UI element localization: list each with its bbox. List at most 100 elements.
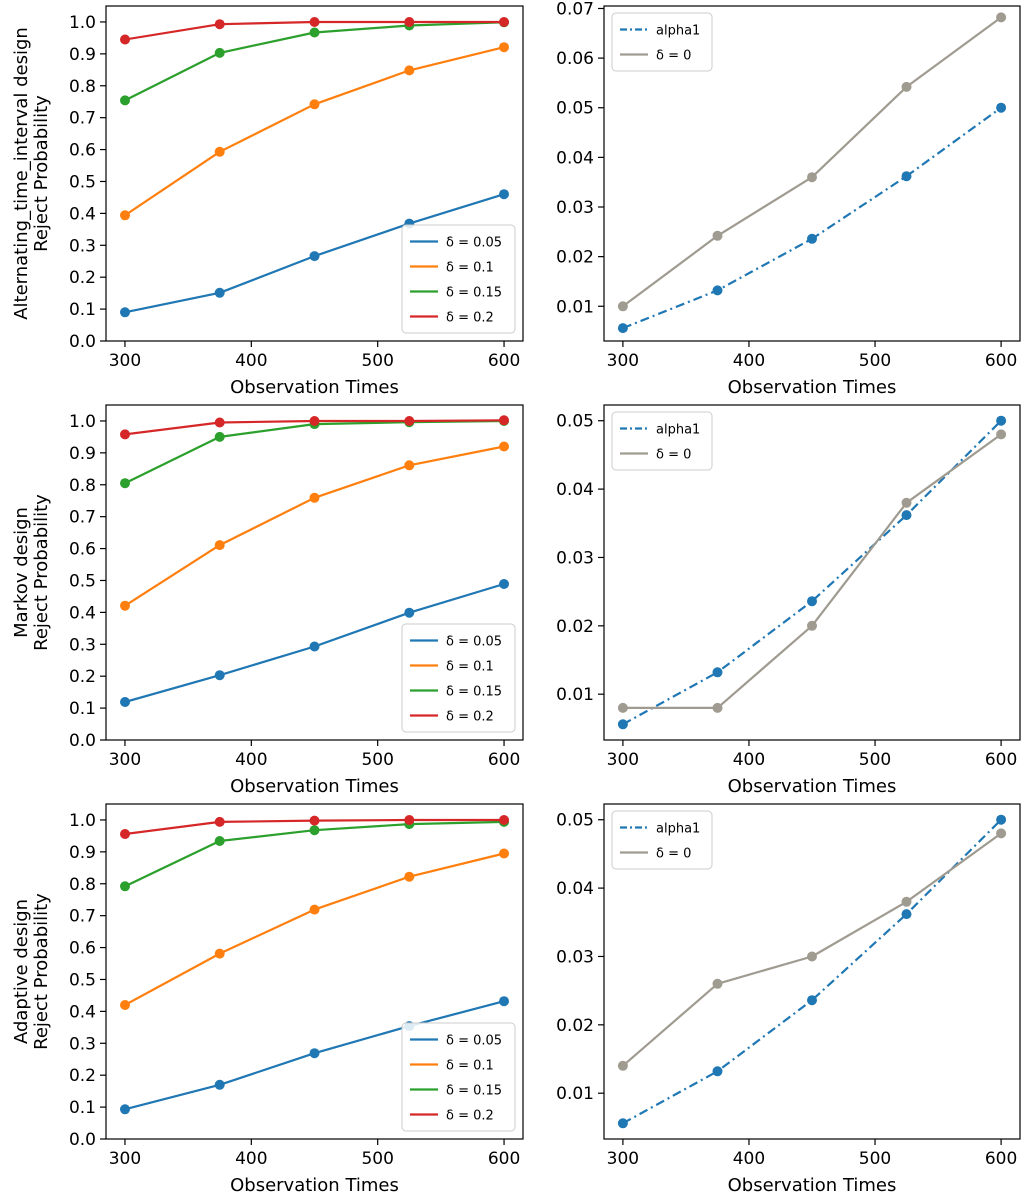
data-point <box>499 17 509 27</box>
x-tick-label: 300 <box>109 750 141 770</box>
y-tick-label: 0.6 <box>69 141 96 161</box>
y-tick-label: 0.02 <box>556 1016 594 1036</box>
x-tick-label: 400 <box>235 351 267 371</box>
y-tick-label: 1.0 <box>69 412 96 432</box>
data-point <box>712 667 723 678</box>
data-point <box>996 415 1007 426</box>
legend-label: alpha1 <box>656 24 700 39</box>
data-point <box>120 1104 130 1115</box>
y-tick-label: 0.6 <box>69 540 96 560</box>
x-tick-label: 400 <box>235 1149 267 1169</box>
y-tick-label: 0.3 <box>69 236 96 256</box>
data-point <box>807 596 817 607</box>
series-line-3 <box>124 419 505 485</box>
legend-label: δ = 0.15 <box>446 286 502 301</box>
data-point <box>617 702 628 713</box>
data-point <box>617 1118 628 1129</box>
data-point <box>120 95 130 106</box>
y-tick-label: 0.03 <box>556 548 594 568</box>
y-tick-label: 0.01 <box>556 297 594 317</box>
data-point <box>996 828 1007 839</box>
data-point <box>499 996 509 1007</box>
legend: δ = 0.05 δ = 0.1 δ = 0.15 δ = 0.2 <box>401 224 516 334</box>
data-point <box>499 815 509 825</box>
data-point <box>214 287 225 298</box>
data-point <box>120 478 130 489</box>
plot-area <box>120 17 509 318</box>
y-tick-label: 0.8 <box>69 77 96 97</box>
y-tick-label: 0.5 <box>69 970 96 990</box>
data-point <box>120 697 130 707</box>
legend-frame <box>611 411 713 471</box>
x-tick-label: 600 <box>488 1149 520 1169</box>
x-tick-label: 400 <box>733 1149 765 1169</box>
y-axis-label: Reject Probability <box>31 494 52 651</box>
y-tick-label: 0.2 <box>69 667 96 687</box>
data-point <box>309 904 320 915</box>
legend: δ = 0.05 δ = 0.1 δ = 0.15 δ = 0.2 <box>401 623 516 733</box>
series-line-1 <box>622 818 1002 1125</box>
legend-label: δ = 0 <box>656 847 691 862</box>
legend-frame <box>401 224 516 334</box>
data-point <box>996 814 1007 825</box>
plot-area <box>617 814 1007 1129</box>
plot-area <box>120 415 509 707</box>
y-tick-label: 0.03 <box>556 947 594 967</box>
series-line-1 <box>622 106 1002 330</box>
y-tick-label: 0.3 <box>69 635 96 655</box>
axes-frame <box>603 803 1021 1140</box>
data-point <box>214 1079 225 1090</box>
data-point <box>617 323 628 334</box>
data-point <box>214 19 225 30</box>
data-point <box>499 42 509 53</box>
data-point <box>901 896 912 907</box>
data-point <box>901 171 912 182</box>
data-point <box>214 417 225 428</box>
data-point <box>617 1060 628 1071</box>
legend-label: δ = 0.05 <box>446 236 502 251</box>
x-tick-label: 300 <box>607 351 639 371</box>
data-point <box>120 34 130 45</box>
axes-frame <box>105 803 524 1140</box>
axes-frame <box>105 5 524 342</box>
data-point <box>404 460 415 471</box>
data-point <box>214 146 225 157</box>
plot-area <box>120 815 509 1115</box>
data-point <box>120 829 130 839</box>
y-tick-label: 0.6 <box>69 939 96 959</box>
y-tick-label: 0.04 <box>556 148 594 168</box>
x-axis-label: Observation Times <box>728 377 897 398</box>
axes-frame <box>105 404 524 741</box>
legend-label: δ = 0.1 <box>446 660 494 675</box>
y-tick-label: 0.5 <box>69 172 96 192</box>
y-tick-label: 0.1 <box>69 1098 96 1118</box>
x-tick-label: 400 <box>235 750 267 770</box>
y-tick-label: 0.02 <box>556 617 594 637</box>
legend: alpha1 δ = 0 <box>611 12 713 72</box>
data-point <box>120 210 130 221</box>
data-point <box>214 431 225 442</box>
data-point <box>499 189 509 200</box>
legend-frame <box>401 1022 516 1132</box>
x-tick-label: 300 <box>607 1149 639 1169</box>
y-tick-label: 0.04 <box>556 879 594 899</box>
data-point <box>499 848 509 859</box>
y-axis-label: Markov design <box>11 507 32 638</box>
y-tick-label: 0.7 <box>69 907 96 927</box>
y-tick-label: 0.1 <box>69 699 96 719</box>
series-line-2 <box>124 445 505 607</box>
y-tick-label: 1.0 <box>69 13 96 33</box>
y-tick-label: 0.1 <box>69 300 96 320</box>
data-point <box>309 27 320 38</box>
data-point <box>712 1066 723 1077</box>
data-point <box>214 47 225 58</box>
data-point <box>807 233 817 244</box>
data-point <box>404 65 415 76</box>
legend-label: δ = 0.05 <box>446 635 502 650</box>
y-axis-label: Adaptive design <box>11 899 32 1044</box>
subplot-4: 300 400 500 600 0.01 0.02 0.03 0.04 0.05 Observat… <box>556 404 1021 797</box>
x-tick-label: 500 <box>859 750 891 770</box>
y-tick-label: 0.0 <box>69 1130 96 1150</box>
series-line-2 <box>124 852 505 1006</box>
